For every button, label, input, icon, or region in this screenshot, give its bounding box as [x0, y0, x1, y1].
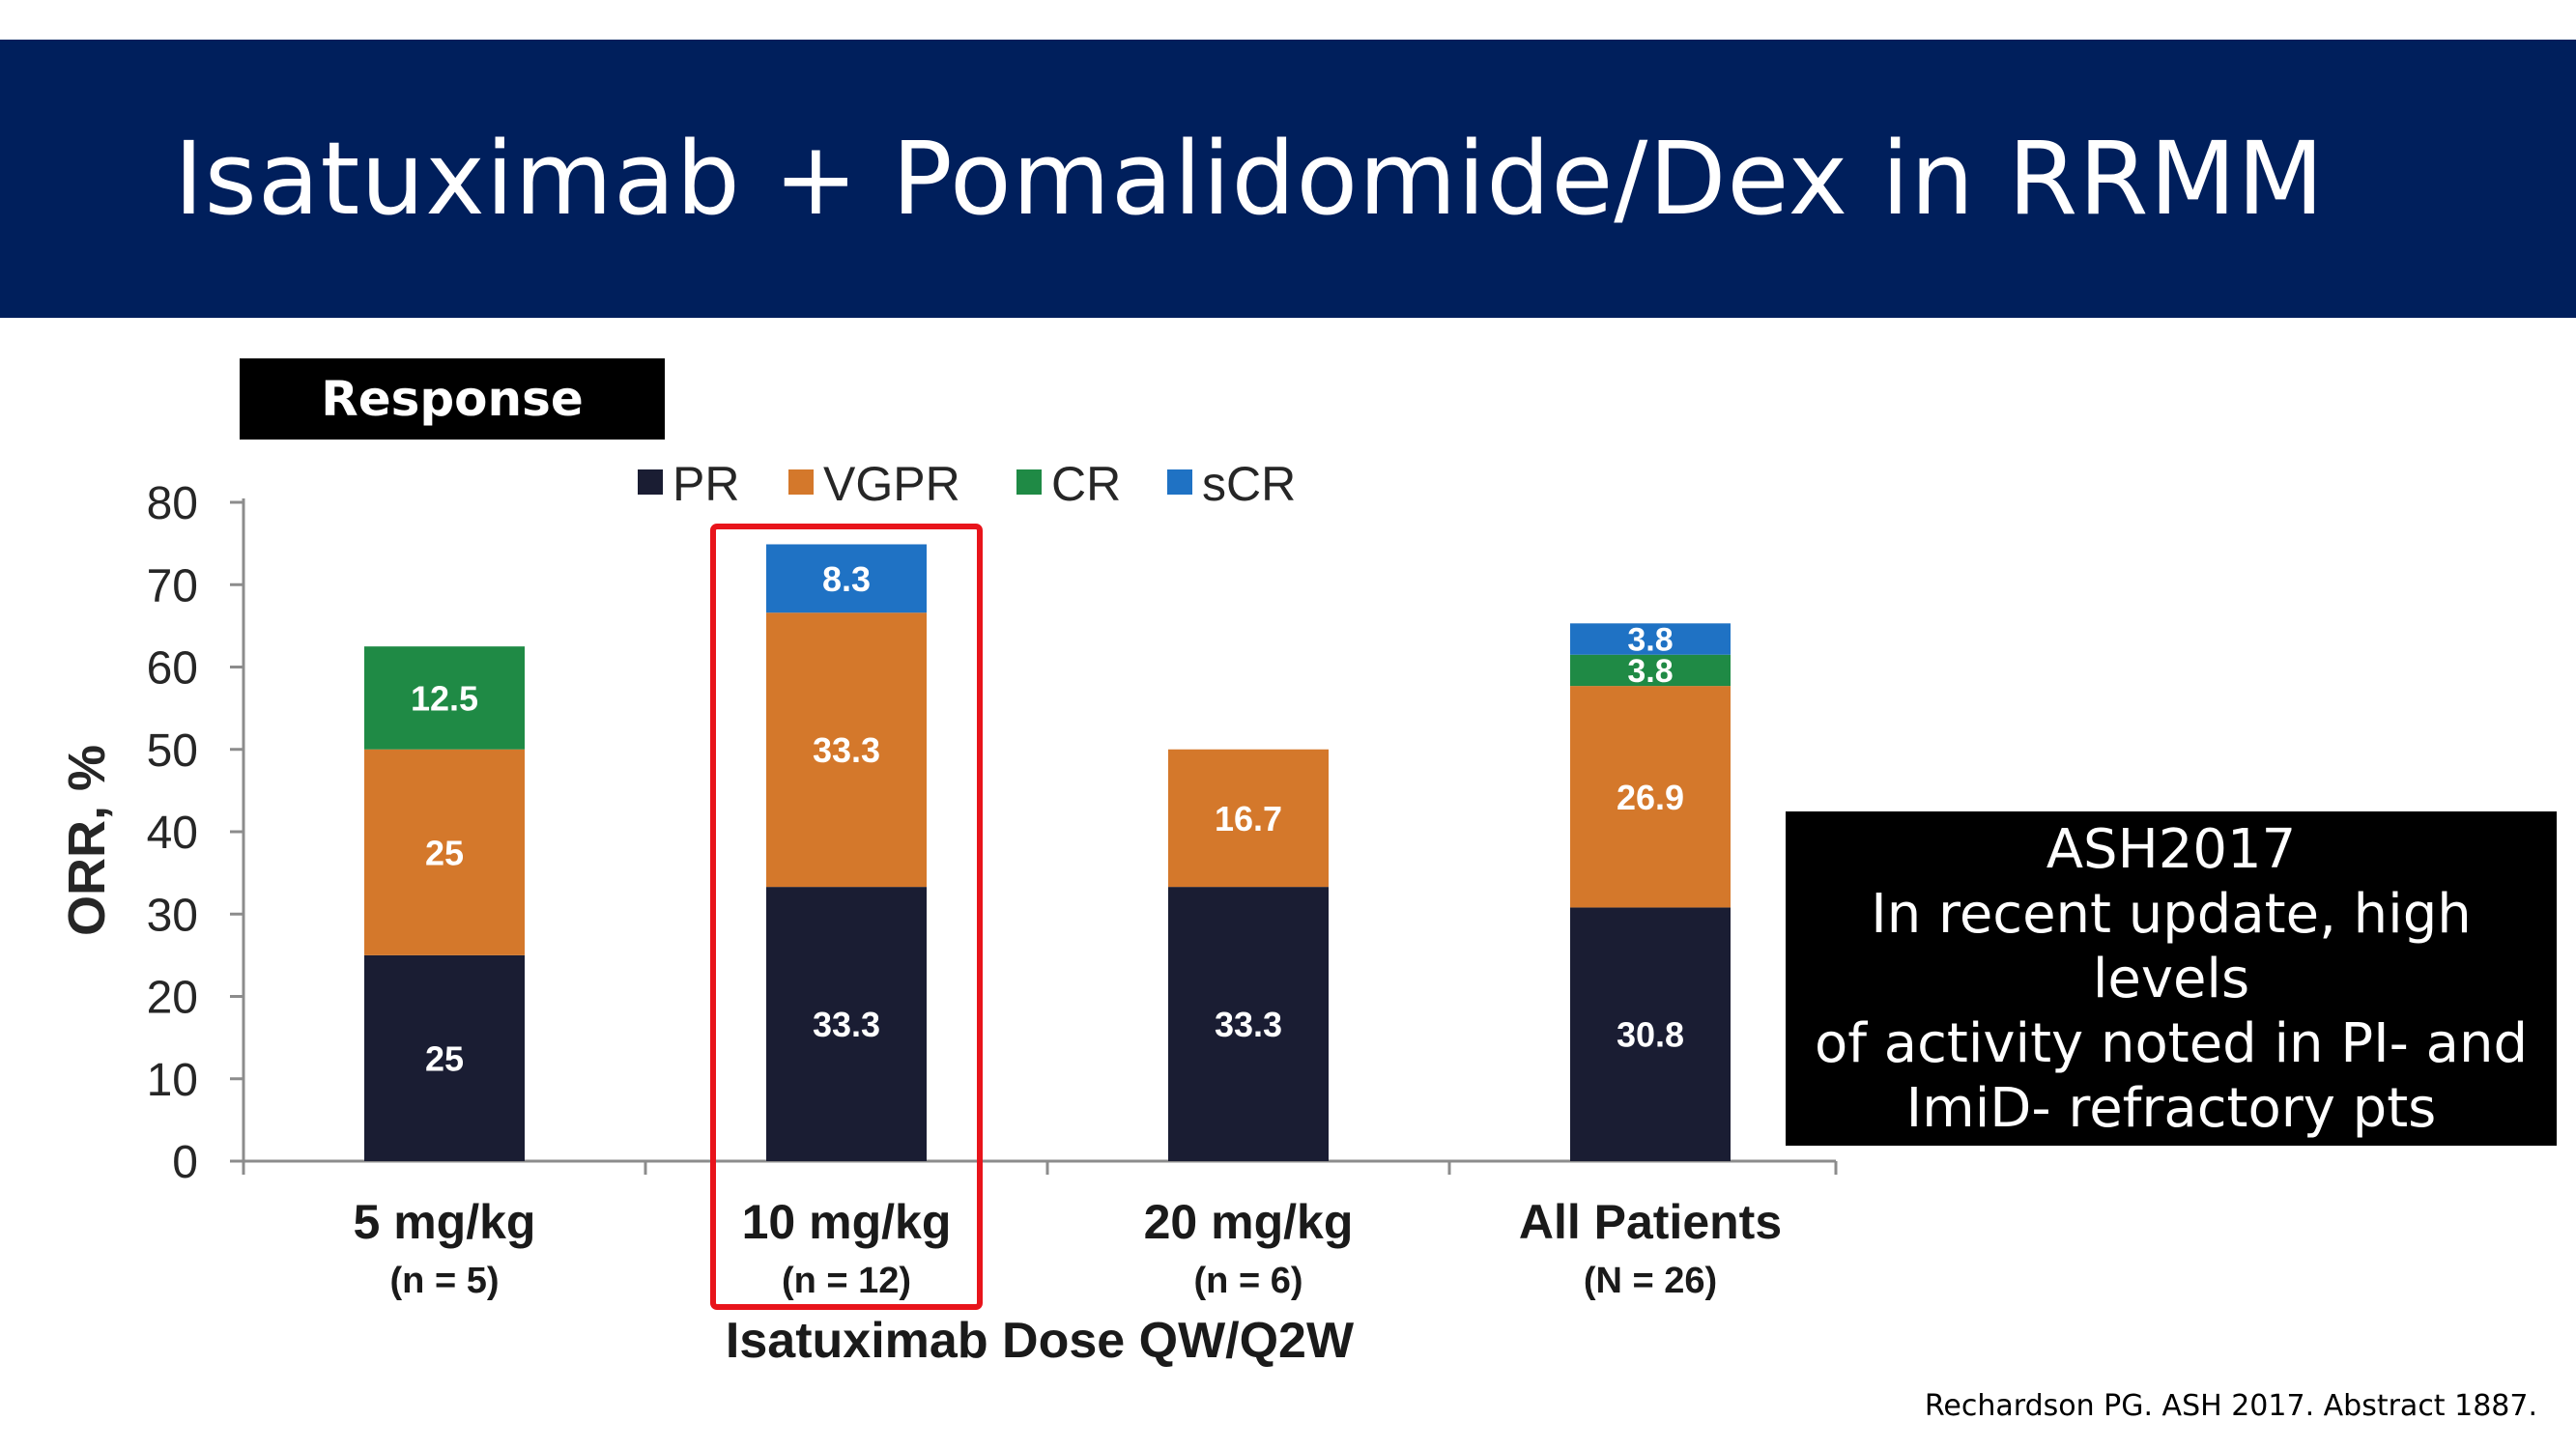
bar-vgpr-segment — [1168, 749, 1329, 888]
y-tick-label: 40 — [147, 808, 198, 859]
x-category-sublabel: (n = 6) — [1194, 1261, 1303, 1301]
bar-data-label: 25 — [425, 833, 464, 872]
bar-pr-segment — [1168, 887, 1329, 1161]
legend-swatch-scr — [1167, 469, 1192, 495]
x-category-sublabel: (n = 5) — [390, 1261, 500, 1301]
x-category-label: 20 mg/kg — [1144, 1195, 1354, 1249]
slide-title: Isatuximab + Pomalidomide/Dex in RRMM — [173, 120, 2326, 238]
bar-data-label: 26.9 — [1617, 778, 1684, 817]
bar-pr-segment — [364, 954, 525, 1161]
highlight-box — [710, 524, 983, 1310]
bar-pr-segment — [766, 887, 927, 1161]
note-line-2: In recent update, high levels — [1871, 882, 2472, 1010]
bar-data-label: 16.7 — [1215, 799, 1282, 838]
y-tick-label: 20 — [147, 973, 198, 1024]
bar-data-label: 12.5 — [411, 678, 478, 718]
bar-scr-segment — [766, 544, 927, 613]
bar-scr-segment — [1570, 623, 1731, 655]
bar-data-label: 30.8 — [1617, 1015, 1684, 1055]
y-axis-title: ORR, % — [58, 745, 116, 936]
note-line-3: of activity noted in PI- and — [1814, 1011, 2528, 1075]
response-label: Response — [240, 358, 665, 440]
y-tick-label: 0 — [172, 1137, 198, 1188]
y-tick-label: 10 — [147, 1055, 198, 1106]
x-category-label: 5 mg/kg — [354, 1195, 536, 1249]
legend-label-pr: PR — [673, 457, 739, 511]
title-band: Isatuximab + Pomalidomide/Dex in RRMM — [0, 40, 2576, 318]
y-tick-label: 80 — [147, 478, 198, 529]
y-tick-label: 30 — [147, 890, 198, 941]
citation: Rechardson PG. ASH 2017. Abstract 1887. — [1924, 1389, 2537, 1423]
bar-cr-segment — [1570, 654, 1731, 687]
y-tick-label: 60 — [147, 643, 198, 695]
x-category-label: All Patients — [1519, 1195, 1782, 1249]
bar-pr-segment — [1570, 907, 1731, 1161]
bar-vgpr-segment — [1570, 686, 1731, 908]
bar-data-label: 33.3 — [813, 730, 880, 770]
x-category-label: 10 mg/kg — [742, 1195, 952, 1249]
bar-vgpr-segment — [364, 749, 525, 955]
bar-data-label: 3.8 — [1627, 653, 1673, 690]
note-line-1: ASH2017 — [2046, 817, 2297, 881]
x-axis-title: Isatuximab Dose QW/Q2W — [726, 1313, 1355, 1369]
x-category-sublabel: (N = 26) — [1584, 1261, 1717, 1301]
bar-cr-segment — [364, 646, 525, 750]
note-line-4: ImiD- refractory pts — [1905, 1076, 2437, 1140]
y-tick-label: 50 — [147, 725, 198, 777]
bar-data-label: 8.3 — [822, 559, 871, 599]
bar-data-label: 33.3 — [1215, 1005, 1282, 1044]
note-box: ASH2017 In recent update, high levels of… — [1786, 811, 2557, 1146]
legend-swatch-vgpr — [788, 469, 814, 495]
legend-swatch-cr — [1016, 469, 1042, 495]
legend-label-cr: CR — [1051, 457, 1121, 511]
legend-label-scr: sCR — [1202, 457, 1296, 511]
x-category-sublabel: (n = 12) — [782, 1261, 911, 1301]
bar-vgpr-segment — [766, 612, 927, 888]
bar-data-label: 25 — [425, 1038, 464, 1078]
bar-data-label: 3.8 — [1627, 622, 1673, 659]
y-tick-label: 70 — [147, 560, 198, 611]
legend-label-vgpr: VGPR — [823, 457, 960, 511]
legend-swatch-pr — [638, 469, 663, 495]
bar-data-label: 33.3 — [813, 1005, 880, 1044]
